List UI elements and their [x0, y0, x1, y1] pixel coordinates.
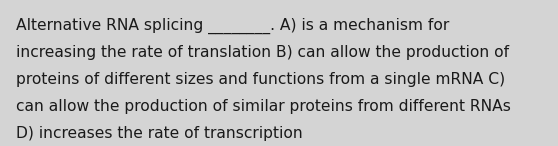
Text: increasing the rate of translation B) can allow the production of: increasing the rate of translation B) ca… [16, 45, 509, 60]
Text: D) increases the rate of transcription: D) increases the rate of transcription [16, 126, 302, 141]
Text: Alternative RNA splicing ________. A) is a mechanism for: Alternative RNA splicing ________. A) is… [16, 18, 449, 34]
Text: proteins of different sizes and functions from a single mRNA C): proteins of different sizes and function… [16, 72, 505, 87]
Text: can allow the production of similar proteins from different RNAs: can allow the production of similar prot… [16, 99, 511, 114]
